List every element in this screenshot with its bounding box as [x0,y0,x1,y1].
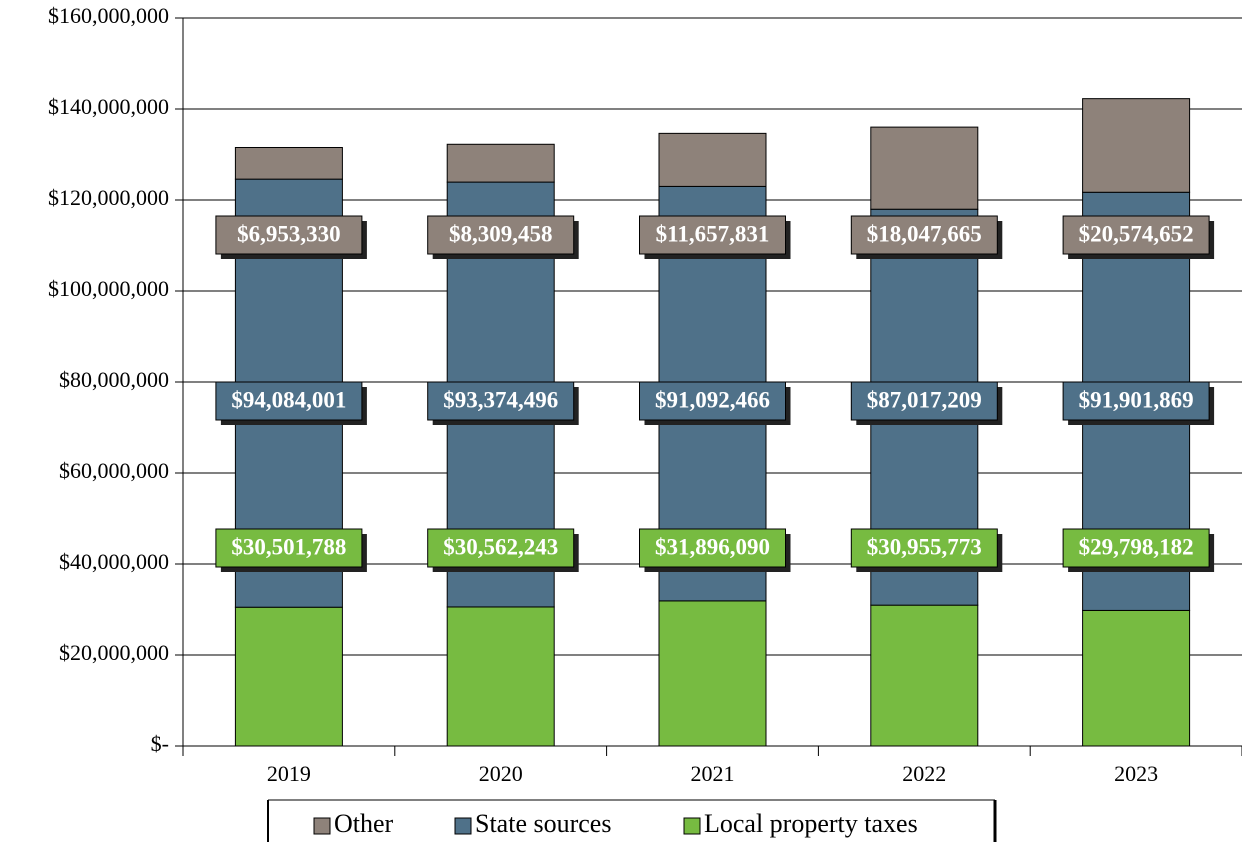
x-tick-label: 2021 [691,761,735,786]
y-tick-label: $60,000,000 [59,458,169,483]
label-box [427,215,575,255]
label-box [639,528,786,568]
bar-segment [1082,609,1191,747]
data-label: $91,092,466 [655,387,770,412]
y-tick-label: $120,000,000 [48,185,169,210]
label-box [850,215,998,255]
bar-segment [446,143,555,183]
data-label: $8,309,458 [449,221,553,246]
data-label: $30,562,243 [443,534,558,559]
data-label: $30,955,773 [867,534,982,559]
data-label: $6,953,330 [237,221,341,246]
legend-label: Other [334,809,394,838]
data-label: $30,501,788 [231,534,346,559]
y-tick-label: $160,000,000 [48,3,169,28]
x-tick-label: 2023 [1114,761,1158,786]
x-tick-label: 2019 [267,761,311,786]
y-tick-label: $100,000,000 [48,276,169,301]
bar-segment [1082,98,1191,193]
label-box [1062,381,1210,421]
label-box [427,528,575,568]
bar-segment [234,146,343,180]
y-tick-label: $- [151,731,169,756]
bar-segment [658,600,767,747]
legend-label: Local property taxes [704,809,918,838]
data-label: $87,017,209 [867,387,982,412]
data-label: $94,084,001 [231,387,346,412]
label-box [850,528,998,568]
data-label: $93,374,496 [443,387,558,412]
legend-label: State sources [475,809,611,838]
y-tick-label: $80,000,000 [59,367,169,392]
legend-swatch [454,817,472,835]
label-box [215,215,363,255]
data-label: $31,896,090 [655,534,770,559]
label-box [215,381,363,421]
label-box [1062,528,1210,568]
y-tick-label: $40,000,000 [59,549,169,574]
label-box [850,381,998,421]
data-label: $11,657,831 [656,221,770,246]
y-tick-label: $140,000,000 [48,94,169,119]
data-label: $20,574,652 [1079,221,1194,246]
data-label: $18,047,665 [867,221,982,246]
label-box [639,381,786,421]
bar-segment [658,132,767,187]
label-box [215,528,363,568]
label-box [1062,215,1210,255]
legend-swatch [683,817,701,835]
bar-segment [234,606,343,747]
data-label: $91,901,869 [1079,387,1194,412]
label-box [427,381,575,421]
legend-swatch [313,817,331,835]
bar-segment [870,604,979,747]
bar-segment [870,126,979,210]
bar-segment [446,606,555,747]
y-tick-label: $20,000,000 [59,640,169,665]
label-box [639,215,786,255]
x-tick-label: 2020 [479,761,523,786]
x-tick-label: 2022 [902,761,946,786]
data-label: $29,798,182 [1079,534,1194,559]
